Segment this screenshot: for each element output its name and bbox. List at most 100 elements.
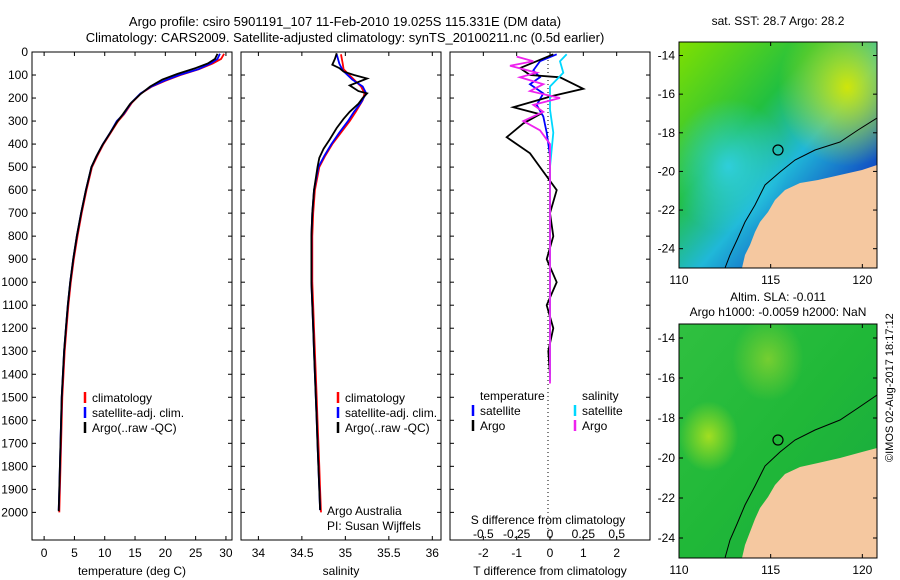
difference-x-tick-label: 1 — [580, 546, 587, 560]
legend-label-argo: Argo(..raw -QC) — [92, 421, 177, 435]
sst-map-frame — [678, 41, 878, 269]
temperature-x-tick-label: 25 — [189, 546, 203, 560]
sla-map-title-line1: Altim. SLA: -0.011 — [730, 290, 826, 304]
difference-panel: -2 -1 0 1 2 -0.5 -0.25 0 0.25 0.5 — [449, 51, 651, 560]
difference-secondary-tick-label: -0.5 — [473, 527, 494, 541]
temperature-x-tick-label: 30 — [219, 546, 233, 560]
series-line-argo-raw-qc — [310, 52, 370, 511]
salinity-x-tick-label: 34 — [252, 546, 266, 560]
argo-location-marker — [772, 434, 784, 446]
argo-location-marker — [772, 144, 784, 156]
salinity-axis-label: salinity — [323, 564, 360, 578]
depth-tick-label: 1700 — [1, 436, 28, 450]
legend-label-argo: Argo(..raw -QC) — [345, 421, 430, 435]
salinity-x-tick-label: 36 — [426, 546, 440, 560]
depth-tick-label: 700 — [8, 206, 28, 220]
sla-map-title-line2: Argo h1000: -0.0059 h2000: NaN — [690, 305, 867, 319]
sla-map-axes: 110 115 120 -14 -16 -18 -20 -22 -24 — [658, 324, 877, 577]
map-x-tick-label: 115 — [761, 563, 780, 577]
map-x-tick-label: 120 — [852, 563, 872, 577]
series-line-climatology — [311, 54, 366, 513]
temperature-legend: climatology satellite-adj. clim. Argo(..… — [83, 391, 184, 435]
temperature-axis-label: temperature (deg C) — [78, 564, 186, 578]
t-difference-axis-label: T difference from climatology — [473, 564, 627, 578]
difference-x-tick-label: -2 — [478, 546, 489, 560]
depth-tick-label: 1800 — [1, 459, 28, 473]
depth-tick-label: 100 — [8, 68, 28, 82]
map-y-tick-label: -14 — [658, 49, 676, 63]
series-line-argo-raw-qc — [57, 53, 219, 512]
depth-tick-label: 2000 — [1, 505, 28, 519]
depth-tick-label: 800 — [8, 229, 28, 243]
temperature-x-tick-label: 20 — [159, 546, 173, 560]
depth-tick-label: 1900 — [1, 482, 28, 496]
map-y-tick-label: -18 — [658, 126, 676, 140]
map-y-tick-label: -14 — [658, 331, 676, 345]
series-line-climatology — [58, 53, 225, 513]
depth-tick-label: 300 — [8, 114, 28, 128]
legend-heading-salinity: salinity — [582, 389, 619, 403]
depth-tick-label: 900 — [8, 252, 28, 266]
sla-map: Altim. SLA: -0.011 Argo h1000: -0.0059 h… — [658, 290, 878, 577]
series-line-temperature-argo — [505, 53, 586, 375]
difference-secondary-tick-label: 0.25 — [572, 527, 596, 541]
depth-tick-label: 500 — [8, 160, 28, 174]
map-y-tick-label: -20 — [658, 164, 676, 178]
difference-legend: temperature salinity satellite Argo sate… — [471, 389, 626, 527]
map-x-tick-label: 120 — [852, 273, 872, 287]
sla-isobath — [724, 394, 877, 558]
annotation-pi-name: PI: Susan Wijffels — [327, 519, 421, 533]
legend-label-satellite: satellite-adj. clim. — [92, 406, 184, 420]
salinity-legend: climatology satellite-adj. clim. Argo(..… — [327, 391, 437, 533]
legend-label-sal-argo: Argo — [582, 419, 608, 433]
legend-label-temp-argo: Argo — [480, 419, 506, 433]
difference-secondary-tick-label: 0 — [547, 527, 554, 541]
legend-label-temp-satellite: satellite — [480, 404, 521, 418]
depth-tick-label: 1500 — [1, 390, 28, 404]
map-y-tick-label: -16 — [658, 87, 676, 101]
map-x-tick-label: 110 — [669, 563, 688, 577]
map-y-tick-label: -20 — [658, 451, 676, 465]
sst-land — [742, 165, 877, 268]
series-line-satellite-adj-clim — [310, 54, 368, 511]
credit-timestamp: ©IMOS 02-Aug-2017 18:17:12 — [884, 313, 896, 462]
legend-label-sal-satellite: satellite — [582, 404, 623, 418]
temperature-x-tick-label: 5 — [71, 546, 78, 560]
sla-map-frame — [678, 323, 878, 559]
temperature-panel: 0 5 10 15 20 25 30 — [31, 51, 233, 560]
difference-x-tick-label: 0 — [547, 546, 554, 560]
legend-label-satellite: satellite-adj. clim. — [345, 406, 437, 420]
map-y-tick-label: -16 — [658, 371, 676, 385]
map-x-tick-label: 110 — [669, 273, 688, 287]
sst-map-axes: 110 115 120 -14 -16 -18 -20 -22 -24 — [658, 42, 877, 287]
depth-tick-label: 1100 — [2, 298, 28, 312]
difference-secondary-tick-label: -0.25 — [503, 527, 531, 541]
salinity-axes-frame — [240, 51, 442, 541]
sst-map-title: sat. SST: 28.7 Argo: 28.2 — [712, 14, 845, 28]
sla-land — [742, 448, 877, 558]
depth-tick-label: 0 — [21, 45, 28, 59]
annotation-argo-australia: Argo Australia — [327, 504, 402, 518]
depth-tick-label: 200 — [8, 91, 28, 105]
series-line-salinity-argo — [509, 55, 561, 384]
secondary-axis-label: S difference from climatology — [471, 513, 626, 527]
difference-x-tick-label: -1 — [511, 546, 522, 560]
depth-tick-label: 400 — [8, 137, 28, 151]
depth-axis: 0 100 200 300 400 500 600 700 800 900 1000 1100 1200… — [1, 45, 28, 519]
series-line-satellite-adj-clim — [57, 53, 221, 511]
map-y-tick-label: -22 — [658, 203, 676, 217]
legend-label-climatology: climatology — [92, 391, 152, 405]
depth-tick-label: 1600 — [1, 413, 28, 427]
difference-secondary-tick-label: 0.5 — [608, 527, 625, 541]
map-y-tick-label: -24 — [658, 531, 676, 545]
map-x-tick-label: 115 — [761, 273, 780, 287]
temperature-x-tick-label: 15 — [128, 546, 142, 560]
legend-label-climatology: climatology — [345, 391, 405, 405]
temperature-x-tick-label: 0 — [41, 546, 48, 560]
salinity-x-tick-label: 35.5 — [377, 546, 401, 560]
sst-map: sat. SST: 28.7 Argo: 28.2 110 115 120 -14 -1… — [658, 14, 878, 287]
depth-tick-label: 1300 — [1, 344, 28, 358]
salinity-x-tick-label: 34.5 — [290, 546, 314, 560]
legend-heading-temperature: temperature — [480, 389, 545, 403]
